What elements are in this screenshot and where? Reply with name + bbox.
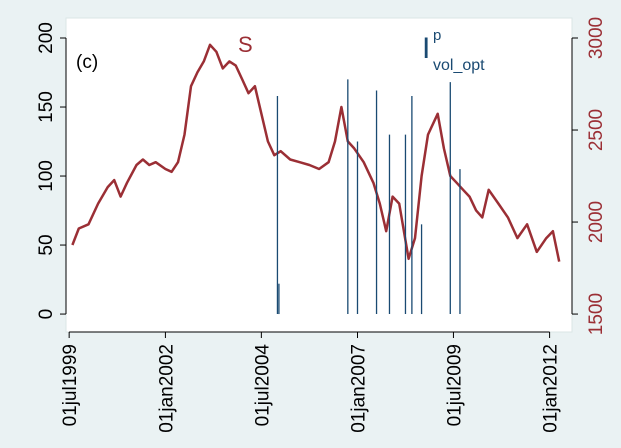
x-tick-label: 01jan2002 [156,344,177,433]
series-label: S [238,32,253,57]
x-tick-label: 01jul2004 [252,344,273,427]
plot-area [65,17,573,333]
series-label: I [422,32,430,65]
y-tick-label: 50 [36,234,57,255]
panel-label: (c) [76,52,98,73]
x-tick-label: 01jul1999 [60,344,81,426]
y-tick-label: 100 [36,160,57,192]
line-series [71,43,561,262]
y2-tick-label: 2500 [586,109,607,151]
x-tick-label: 01jan2012 [541,344,562,433]
y-tick-label: 0 [36,309,57,320]
y-tick-label: 200 [36,22,57,54]
y2-tick-label: 2000 [586,201,607,243]
series-label-subscript: vol_opt [433,57,485,74]
x-tick-label: 01jan2007 [349,344,370,433]
y2-tick-label: 1500 [586,293,607,335]
series-label-superscript: p [433,27,441,44]
x-tick-label: 01jul2009 [444,344,465,426]
y-tick-label: 150 [36,91,57,123]
y2-tick-label: 3000 [586,17,607,59]
